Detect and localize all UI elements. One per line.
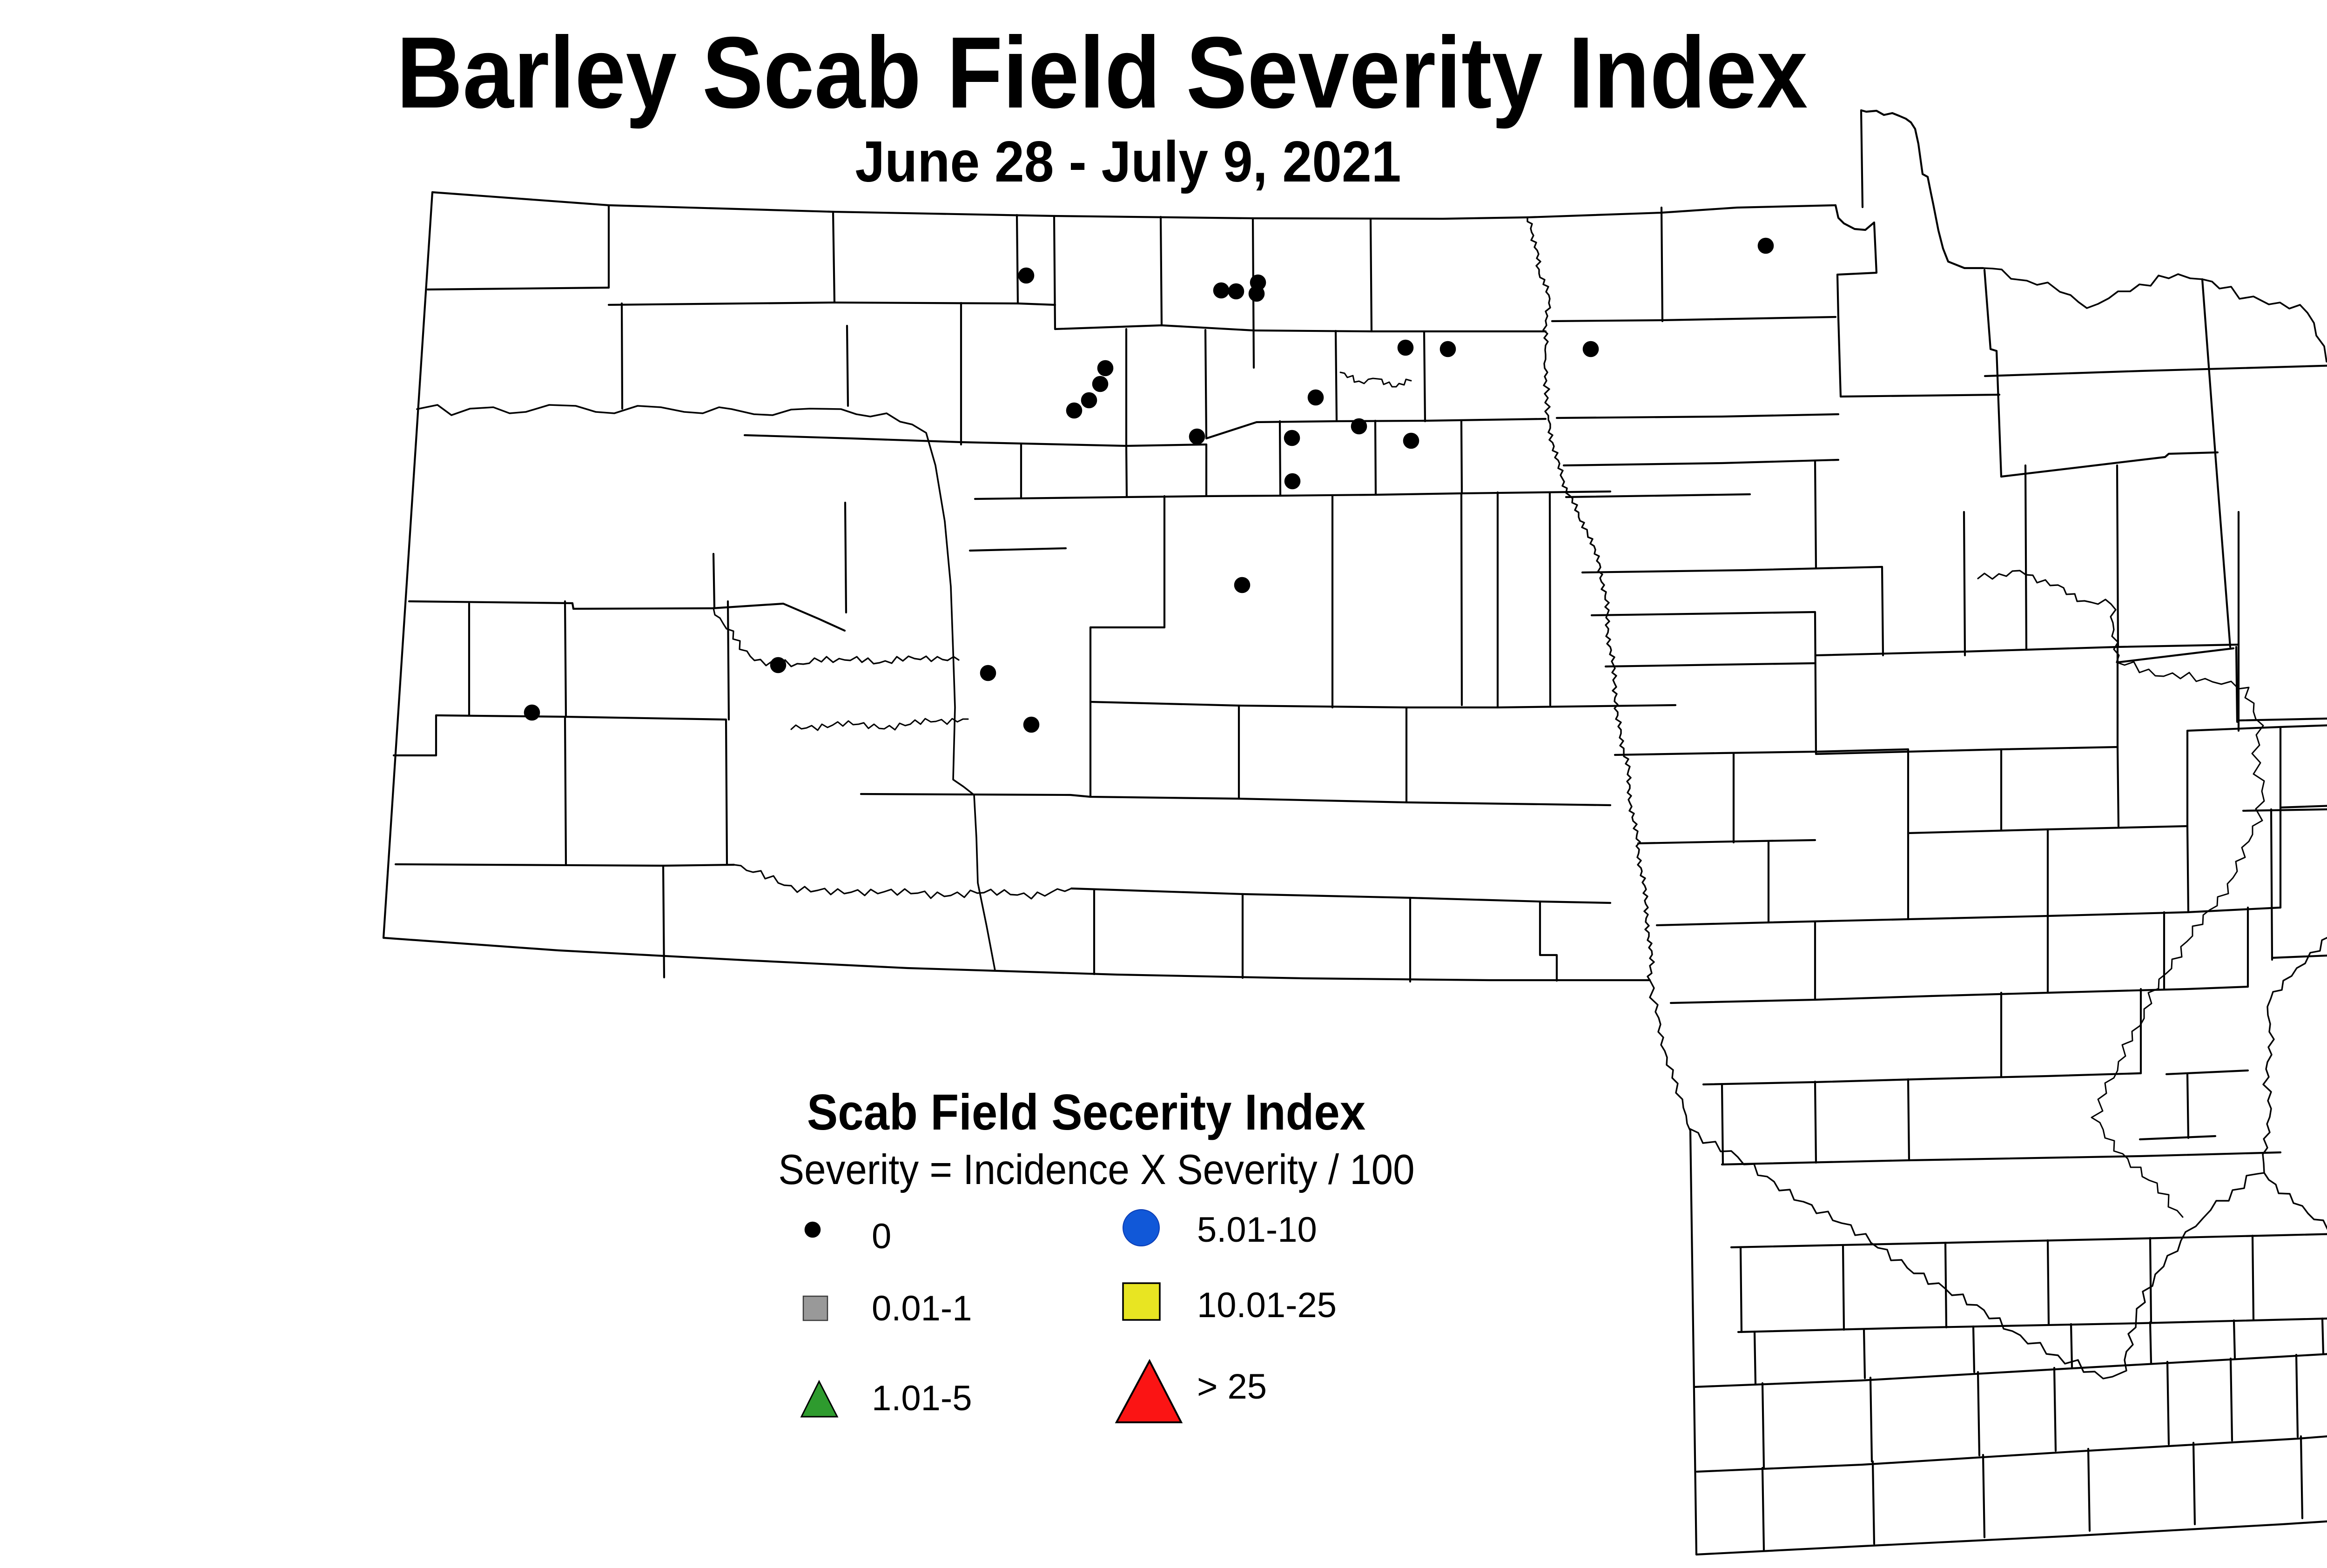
svg-text:1.01-5: 1.01-5 (872, 1379, 972, 1418)
svg-text:Scab Field Secerity Index: Scab Field Secerity Index (807, 1084, 1365, 1141)
svg-text:June 28 - July 9, 2021: June 28 - July 9, 2021 (855, 130, 1401, 194)
svg-text:10.01-25: 10.01-25 (1197, 1285, 1337, 1325)
svg-text:Severity = Incidence X Severit: Severity = Incidence X Severity / 100 (778, 1146, 1414, 1193)
svg-text:5.01-10: 5.01-10 (1197, 1210, 1317, 1250)
svg-text:> 25: > 25 (1197, 1367, 1267, 1406)
svg-text:0.01-1: 0.01-1 (872, 1289, 972, 1328)
svg-text:0: 0 (872, 1217, 891, 1256)
svg-text:Barley Scab Field Severity Ind: Barley Scab Field Severity Index (397, 16, 1808, 129)
